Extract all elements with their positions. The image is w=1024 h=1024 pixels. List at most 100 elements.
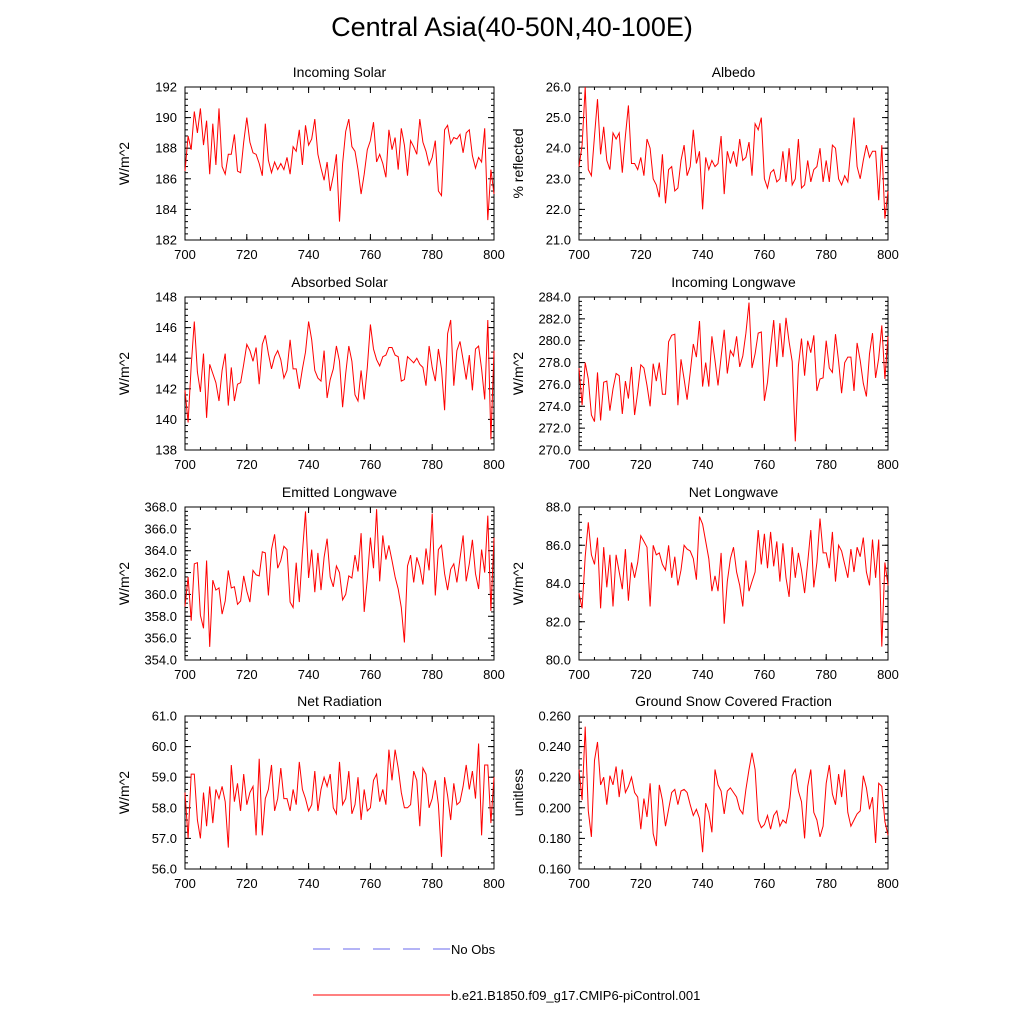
y-tick-label: 368.0 <box>144 500 177 515</box>
y-tick-label: 0.200 <box>538 800 571 815</box>
panel-title: Incoming Solar <box>293 64 387 80</box>
y-tick-label: 0.160 <box>538 862 571 877</box>
y-axis-label: unitless <box>510 769 526 816</box>
plot-frame <box>578 506 889 661</box>
x-tick-label: 740 <box>692 667 714 682</box>
y-axis-label: % reflected <box>510 128 526 198</box>
y-tick-label: 138 <box>155 443 177 458</box>
y-axis-label: W/m^2 <box>116 771 132 814</box>
x-tick-label: 800 <box>877 247 899 262</box>
x-tick-label: 780 <box>815 667 837 682</box>
y-tick-label: 358.0 <box>144 609 177 624</box>
x-tick-label: 800 <box>877 876 899 891</box>
legend-label-no-obs: No Obs <box>451 942 496 957</box>
y-tick-label: 192 <box>155 80 177 95</box>
y-tick-label: 146 <box>155 320 177 335</box>
y-tick-label: 61.0 <box>152 709 177 724</box>
panel-absorbed-solar: Absorbed Solar W/m^2 700 720 740 760 780 800 138… <box>116 274 505 472</box>
plot-frame <box>578 296 889 451</box>
series-line <box>578 516 889 647</box>
x-tick-label: 800 <box>483 457 505 472</box>
panel-net-radiation: Net Radiation W/m^2 700 720 740 760 780 800 56.0… <box>116 693 505 891</box>
series-line <box>578 726 889 853</box>
y-tick-label: 25.0 <box>546 110 571 125</box>
y-tick-label: 356.0 <box>144 631 177 646</box>
panel-title: Net Longwave <box>689 484 779 500</box>
y-tick-label: 182 <box>155 233 177 248</box>
y-tick-label: 364.0 <box>144 543 177 558</box>
y-tick-label: 148 <box>155 290 177 305</box>
x-tick-label: 780 <box>815 457 837 472</box>
y-tick-label: 190 <box>155 110 177 125</box>
panel-title: Albedo <box>712 64 756 80</box>
y-tick-label: 86.0 <box>546 538 571 553</box>
panel-title: Incoming Longwave <box>671 274 796 290</box>
y-tick-label: 23.0 <box>546 171 571 186</box>
y-tick-label: 59.0 <box>152 770 177 785</box>
y-tick-label: 22.0 <box>546 202 571 217</box>
x-tick-label: 760 <box>754 667 776 682</box>
x-tick-label: 700 <box>568 457 590 472</box>
series-line <box>184 319 495 440</box>
y-tick-label: 142 <box>155 381 177 396</box>
x-tick-label: 720 <box>630 876 652 891</box>
y-tick-label: 0.220 <box>538 770 571 785</box>
series-line <box>184 509 495 647</box>
y-tick-label: 270.0 <box>538 443 571 458</box>
x-tick-label: 760 <box>754 876 776 891</box>
y-tick-label: 186 <box>155 171 177 186</box>
x-tick-label: 800 <box>877 457 899 472</box>
x-tick-label: 720 <box>630 247 652 262</box>
series-line <box>184 743 495 857</box>
x-tick-label: 760 <box>754 457 776 472</box>
panel-albedo: Albedo % reflected 700 720 740 760 780 800 21.0 2… <box>510 64 899 262</box>
x-tick-label: 700 <box>174 667 196 682</box>
y-tick-label: 282.0 <box>538 311 571 326</box>
x-tick-label: 780 <box>421 667 443 682</box>
panel-title: Ground Snow Covered Fraction <box>635 693 832 709</box>
panel-ground-snow-covered-fraction: Ground Snow Covered Fraction unitless 700 7… <box>510 693 899 891</box>
x-tick-label: 700 <box>174 457 196 472</box>
y-tick-label: 274.0 <box>538 399 571 414</box>
y-axis-label: W/m^2 <box>116 352 132 395</box>
y-tick-label: 0.240 <box>538 739 571 754</box>
x-tick-label: 780 <box>421 876 443 891</box>
y-tick-label: 280.0 <box>538 333 571 348</box>
panel-title: Emitted Longwave <box>282 484 397 500</box>
y-tick-label: 188 <box>155 141 177 156</box>
x-tick-label: 800 <box>483 667 505 682</box>
y-tick-label: 80.0 <box>546 653 571 668</box>
panel-emitted-longwave: Emitted Longwave W/m^2 700 720 740 760 780 800 3… <box>116 484 505 682</box>
x-tick-label: 720 <box>236 667 258 682</box>
x-tick-label: 760 <box>360 247 382 262</box>
x-tick-label: 740 <box>298 876 320 891</box>
y-tick-label: 284.0 <box>538 290 571 305</box>
x-tick-label: 720 <box>630 457 652 472</box>
x-tick-label: 700 <box>174 876 196 891</box>
x-tick-label: 760 <box>360 667 382 682</box>
y-tick-label: 276.0 <box>538 377 571 392</box>
x-tick-label: 780 <box>815 247 837 262</box>
legend-label-model: b.e21.B1850.f09_g17.CMIP6-piControl.001 <box>451 988 700 1003</box>
y-tick-label: 88.0 <box>546 500 571 515</box>
y-axis-label: W/m^2 <box>116 142 132 185</box>
panel-incoming-solar: Incoming Solar W/m^2 700 720 740 760 780 800 182… <box>116 64 505 262</box>
x-tick-label: 780 <box>421 247 443 262</box>
panel-incoming-longwave: Incoming Longwave W/m^2 700 720 740 760 780 800… <box>510 274 899 472</box>
x-tick-label: 700 <box>174 247 196 262</box>
x-tick-label: 800 <box>483 876 505 891</box>
x-tick-label: 700 <box>568 876 590 891</box>
x-tick-label: 760 <box>360 457 382 472</box>
plot-frame <box>184 715 495 870</box>
x-tick-label: 740 <box>692 876 714 891</box>
figure-title: Central Asia(40-50N,40-100E) <box>331 12 693 42</box>
x-tick-label: 700 <box>568 247 590 262</box>
y-tick-label: 0.260 <box>538 709 571 724</box>
panel-net-longwave: Net Longwave W/m^2 700 720 740 760 780 800 80.0 8… <box>510 484 899 682</box>
y-tick-label: 184 <box>155 202 177 217</box>
y-tick-label: 360.0 <box>144 587 177 602</box>
y-tick-label: 278.0 <box>538 355 571 370</box>
y-tick-label: 144 <box>155 351 177 366</box>
y-tick-label: 24.0 <box>546 141 571 156</box>
